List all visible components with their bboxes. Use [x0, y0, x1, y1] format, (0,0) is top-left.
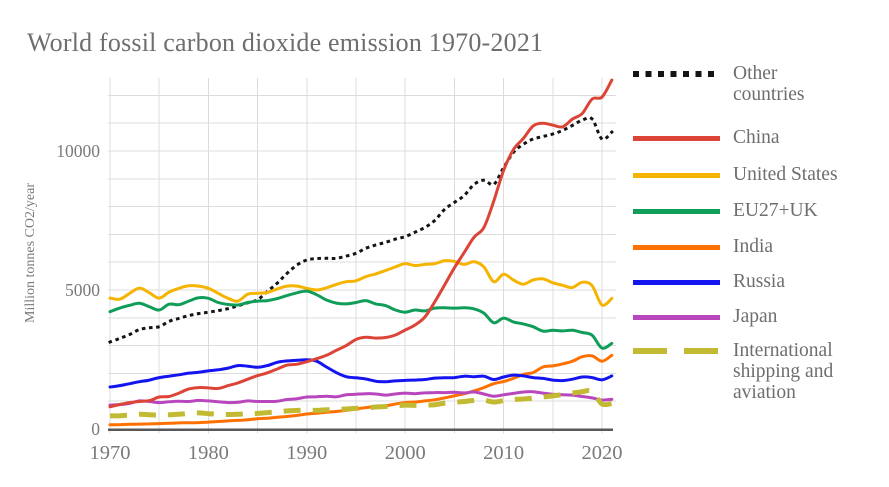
legend-swatch-japan	[633, 315, 720, 320]
legend-label: International shipping and aviation	[733, 340, 834, 403]
legend-label: India	[733, 236, 774, 257]
x-tick-label: 1980	[188, 442, 229, 464]
legend-label: United States	[733, 164, 838, 185]
legend-item-india: India	[633, 236, 851, 257]
series-line-japan	[108, 390, 614, 407]
y-tick-label: 0	[91, 419, 100, 439]
series-line-other-countries	[108, 116, 614, 344]
series-line-china	[108, 78, 614, 409]
legend-swatch-eu27-uk	[633, 209, 720, 214]
legend-swatch-international-shipping-and-aviation	[633, 348, 720, 354]
legend-swatch-india	[633, 245, 720, 250]
legend-label: China	[733, 127, 780, 148]
legend-swatch-other-countries	[633, 71, 720, 77]
series-line-international-shipping-and-aviation	[109, 387, 613, 419]
legend: Other countries China United States EU27…	[633, 0, 889, 487]
series-line-india	[108, 353, 614, 427]
series-line-russia	[108, 358, 614, 389]
legend-swatch-united-states	[633, 173, 720, 178]
x-tick-label: 1990	[286, 442, 327, 464]
legend-item-eu27-uk: EU27+UK	[633, 200, 851, 221]
legend-label: Russia	[733, 271, 786, 292]
legend-item-russia: Russia	[633, 271, 851, 292]
y-tick-label: 5000	[65, 280, 100, 300]
y-axis-title: Million tonnes CO2/year	[23, 183, 38, 323]
legend-item-japan: Japan	[633, 306, 851, 327]
legend-swatch-china	[633, 136, 720, 141]
x-tick-label: 2010	[483, 442, 524, 464]
y-tick-label: 10000	[56, 141, 100, 161]
legend-item-international-shipping-and-aviation: International shipping and aviation	[633, 340, 851, 403]
x-tick-label: 1970	[90, 442, 131, 464]
series-line-united-states	[108, 259, 614, 307]
legend-label: EU27+UK	[733, 200, 818, 221]
x-tick-label: 2000	[385, 442, 426, 464]
x-tick-label: 2020	[582, 442, 623, 464]
legend-item-other-countries: Other countries	[633, 63, 851, 105]
legend-label: Japan	[733, 306, 778, 327]
series-line-eu27-uk	[108, 289, 614, 350]
legend-swatch-russia	[633, 280, 720, 285]
chart-title: World fossil carbon dioxide emission 197…	[27, 28, 544, 57]
legend-label: Other countries	[733, 63, 805, 105]
legend-item-china: China	[633, 127, 851, 148]
legend-item-united-states: United States	[633, 164, 851, 185]
